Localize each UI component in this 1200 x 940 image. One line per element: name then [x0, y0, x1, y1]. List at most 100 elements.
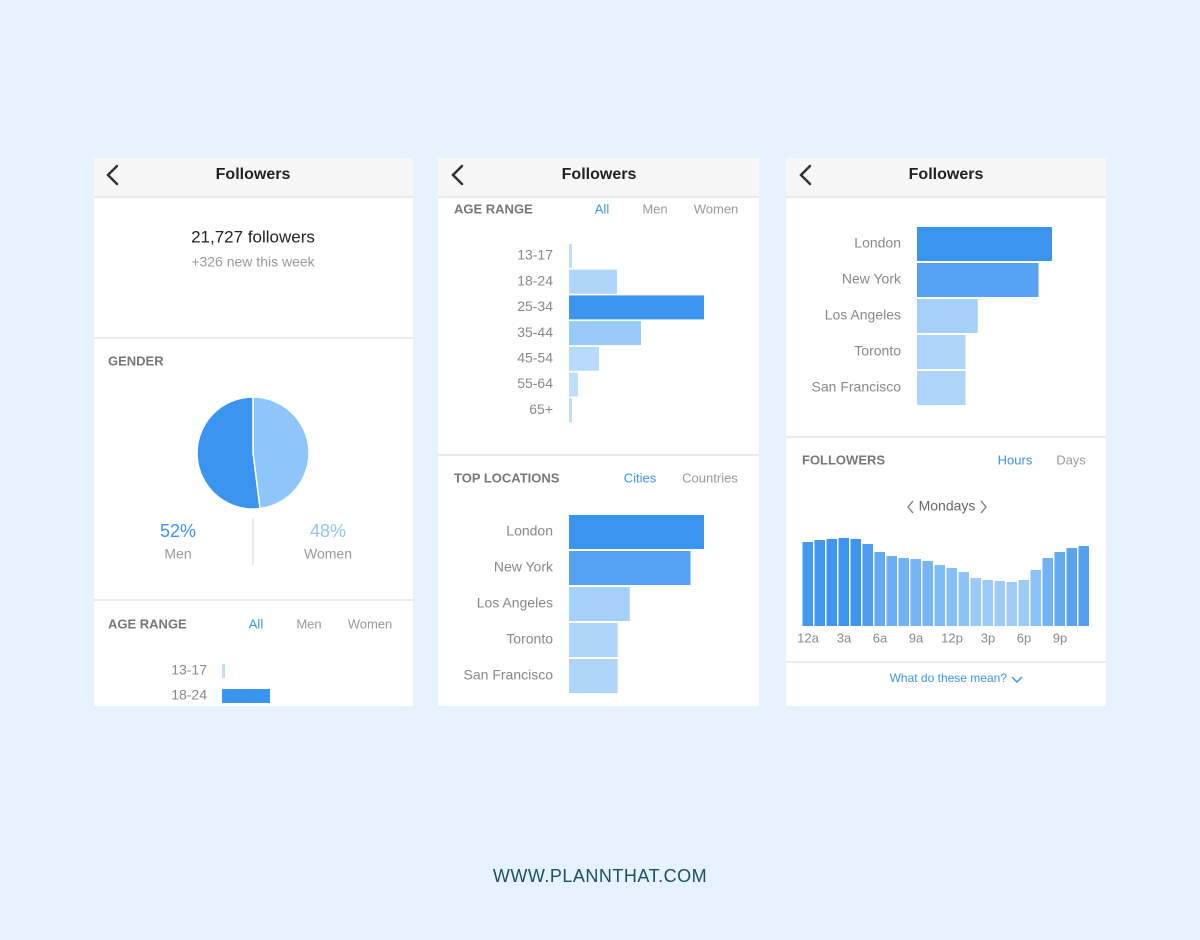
hour-bar: [1006, 582, 1017, 626]
header-title: Followers: [909, 166, 984, 183]
bar-label: Los Angeles: [477, 595, 553, 611]
header-bar: [786, 158, 1106, 197]
pie-label: Women: [304, 546, 352, 562]
hour-bar: [922, 561, 933, 626]
hour-bar: [826, 539, 837, 626]
hour-bar: [1030, 570, 1041, 626]
x-tick-label: 3a: [837, 630, 852, 645]
bar-label: 13-17: [517, 247, 553, 263]
header-bar: [438, 158, 759, 197]
bar-label: San Francisco: [464, 667, 554, 683]
bar-label: 55-64: [517, 375, 553, 391]
section-title: TOP LOCATIONS: [454, 470, 560, 485]
bar: [569, 269, 617, 294]
pie-slice: [196, 396, 261, 510]
hour-bar: [970, 578, 981, 626]
hour-bar: [934, 565, 945, 626]
tab[interactable]: Women: [694, 201, 739, 216]
bar-label: London: [506, 523, 553, 539]
header-title: Followers: [216, 166, 291, 183]
follower-count: 21,727 followers: [191, 227, 315, 246]
footer: WWW.PLANNTHAT.COM: [493, 866, 707, 886]
hour-bar: [886, 556, 897, 626]
x-tick-label: 9a: [909, 630, 924, 645]
hour-bar: [838, 538, 849, 626]
hour-bar: [958, 572, 969, 626]
tab[interactable]: All: [595, 201, 610, 216]
bar: [569, 551, 691, 585]
header-title: Followers: [562, 166, 637, 183]
bar-label: San Francisco: [812, 379, 902, 395]
bar: [569, 321, 641, 346]
tab[interactable]: Men: [642, 201, 667, 216]
help-link[interactable]: What do these mean?: [890, 671, 1008, 685]
day-selector[interactable]: Mondays: [919, 498, 976, 514]
bar-label: 65+: [529, 401, 553, 417]
bar: [569, 515, 704, 549]
hour-bar: [1042, 558, 1053, 626]
section-title: AGE RANGE: [454, 201, 533, 216]
bar-label: Toronto: [506, 631, 553, 647]
bar: [222, 689, 270, 703]
back-buttons[interactable]: [106, 164, 812, 186]
tab[interactable]: Cities: [624, 470, 657, 485]
tab[interactable]: Women: [348, 616, 393, 631]
hour-bar: [850, 539, 861, 626]
tab[interactable]: Hours: [998, 452, 1033, 467]
bar-label: 18-24: [517, 272, 553, 288]
x-tick-label: 9p: [1053, 630, 1067, 645]
hour-bar: [874, 552, 885, 626]
x-tick-label: 12a: [797, 630, 819, 645]
bar: [569, 623, 618, 657]
bar-label: New York: [842, 271, 902, 287]
hour-bar: [910, 559, 921, 626]
hour-bar: [814, 540, 825, 626]
bar-label: New York: [494, 559, 554, 575]
bar: [917, 371, 966, 405]
x-tick-label: 6a: [873, 630, 888, 645]
bar-label: Los Angeles: [825, 307, 901, 323]
bar: [222, 664, 225, 678]
bar: [569, 659, 618, 693]
hour-bar: [1066, 548, 1077, 626]
header-bar: [94, 158, 413, 197]
hour-bar: [1054, 552, 1065, 626]
tab[interactable]: All: [249, 616, 264, 631]
bar-label: Toronto: [854, 343, 901, 359]
section-title: AGE RANGE: [108, 616, 187, 631]
bar: [917, 227, 1052, 261]
bar: [569, 295, 704, 320]
hour-bar: [1078, 546, 1089, 626]
dividers: [94, 196, 1106, 663]
hour-bar: [802, 542, 813, 626]
pie-slice: [252, 396, 310, 510]
hour-bar: [946, 568, 957, 626]
tab[interactable]: Countries: [682, 470, 738, 485]
pie-label: Men: [164, 546, 191, 562]
bar-label: London: [854, 235, 901, 251]
x-tick-label: 3p: [981, 630, 995, 645]
bar: [917, 335, 966, 369]
bar: [569, 587, 630, 621]
hour-bar: [898, 558, 909, 626]
tab[interactable]: Men: [296, 616, 321, 631]
hour-bar: [862, 544, 873, 626]
pie-value: 52%: [160, 521, 196, 541]
day-chevrons[interactable]: [907, 500, 987, 514]
bar: [569, 346, 599, 371]
follower-change: +326 new this week: [191, 254, 315, 270]
bar-label: 18-24: [171, 687, 207, 703]
bar-label: 25-34: [517, 298, 553, 314]
bar-label: 13-17: [171, 662, 207, 678]
section-title: GENDER: [108, 353, 164, 368]
x-tick-label: 6p: [1017, 630, 1031, 645]
bar-label: 35-44: [517, 324, 553, 340]
bar: [917, 299, 978, 333]
bar: [569, 398, 572, 423]
tab[interactable]: Days: [1056, 452, 1086, 467]
bar-label: 45-54: [517, 350, 553, 366]
link-chevron: [1011, 676, 1023, 684]
hour-bar: [1018, 580, 1029, 626]
